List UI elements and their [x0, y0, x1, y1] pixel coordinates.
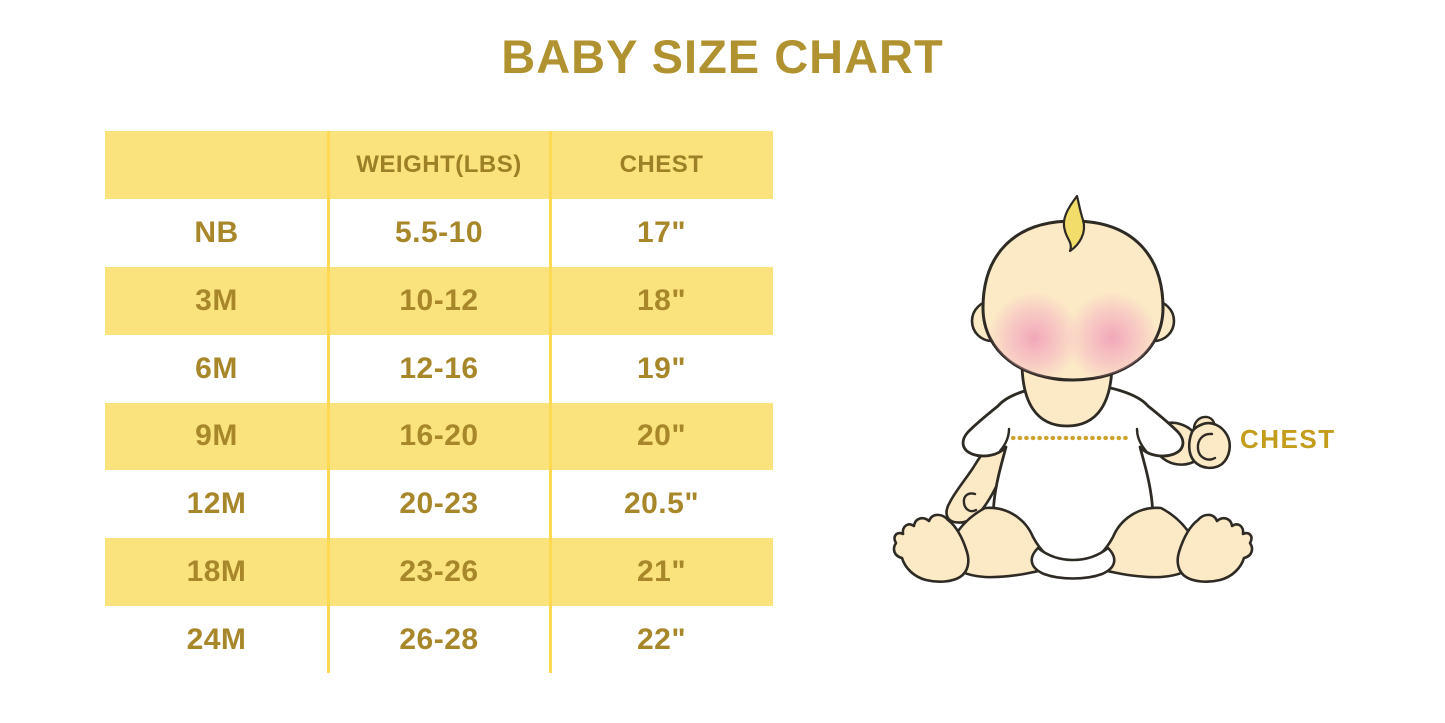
size-value: 12M — [186, 487, 247, 521]
size-value: 9M — [195, 419, 238, 453]
baby-illustration — [892, 194, 1254, 583]
chest-value: 18" — [636, 283, 687, 317]
chest-value: 21" — [636, 555, 687, 589]
column-divider-2 — [549, 131, 552, 673]
chest-value: 20" — [636, 419, 687, 453]
baby-cheeks — [988, 292, 1158, 380]
weight-value: 10-12 — [399, 283, 479, 317]
chest-value: 22" — [636, 623, 687, 657]
weight-value: 26-28 — [399, 623, 479, 657]
weight-value: 20-23 — [399, 487, 479, 521]
weight-value: 16-20 — [399, 419, 479, 453]
table-row-3m: 3M 10-12 18" — [105, 266, 773, 335]
weight-value: 5.5-10 — [394, 215, 484, 249]
size-value: 6M — [195, 351, 238, 385]
header-weight: WEIGHT(LBS) — [356, 150, 522, 178]
size-table: WEIGHT(LBS) CHEST NB 5.5-10 17" 3M 10-12… — [105, 131, 773, 674]
chest-value: 17" — [636, 215, 687, 249]
size-value: 18M — [186, 555, 247, 589]
size-value: 24M — [186, 623, 247, 657]
table-row-6m: 6M 12-16 19" — [105, 335, 773, 403]
baby-head — [981, 219, 1165, 382]
size-value: 3M — [195, 283, 238, 317]
chest-value: 20.5" — [623, 487, 700, 521]
chest-measurement-label: CHEST — [1240, 424, 1336, 454]
baby-diaper — [1030, 546, 1116, 580]
size-value: NB — [194, 215, 239, 249]
table-row-18m: 18M 23-26 21" — [105, 538, 773, 607]
header-chest: CHEST — [619, 150, 704, 178]
column-divider-1 — [327, 131, 330, 673]
size-table-rows: WEIGHT(LBS) CHEST NB 5.5-10 17" 3M 10-12… — [105, 131, 773, 674]
page-title: BABY SIZE CHART — [501, 30, 944, 83]
table-header-row: WEIGHT(LBS) CHEST — [105, 131, 773, 199]
table-row-24m: 24M 26-28 22" — [105, 606, 773, 674]
table-row-9m: 9M 16-20 20" — [105, 402, 773, 471]
chest-value: 19" — [636, 351, 687, 385]
weight-value: 23-26 — [399, 555, 479, 589]
table-row-12m: 12M 20-23 20.5" — [105, 470, 773, 538]
baby-hair-curl — [1062, 194, 1086, 253]
weight-value: 12-16 — [399, 351, 479, 385]
table-row-nb: NB 5.5-10 17" — [105, 199, 773, 267]
